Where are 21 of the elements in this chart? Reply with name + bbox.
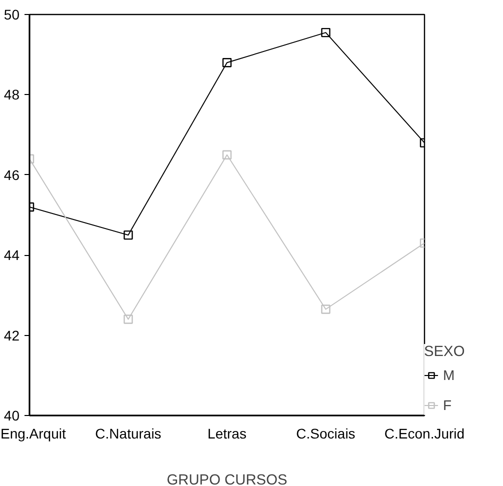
point — [222, 58, 232, 68]
legend-label: F — [443, 397, 453, 413]
point — [321, 304, 330, 314]
point — [321, 28, 330, 38]
y-tick-label: 50 — [4, 6, 20, 22]
point — [222, 150, 232, 160]
point — [124, 314, 133, 324]
y-tick-label: 48 — [4, 86, 20, 103]
x-tick-label: Eng.Arquit — [0, 426, 66, 442]
x-tick-label: C.Naturais — [95, 426, 162, 442]
y-tick-label: 40 — [4, 408, 20, 424]
x-tick-label: Letras — [208, 426, 246, 442]
point — [124, 230, 133, 240]
x-tick-label: C.Sociais — [296, 426, 356, 442]
x-axis-title: GRUPO CURSOS — [166, 472, 288, 486]
y-tick-label: 42 — [4, 327, 20, 344]
y-tick-label: 44 — [4, 247, 20, 264]
y-tick-label: 46 — [4, 166, 20, 183]
x-tick-label: C.Econ.Jurid — [384, 426, 465, 442]
legend-label: M — [443, 367, 456, 383]
legend-title: SEXO — [424, 344, 465, 360]
